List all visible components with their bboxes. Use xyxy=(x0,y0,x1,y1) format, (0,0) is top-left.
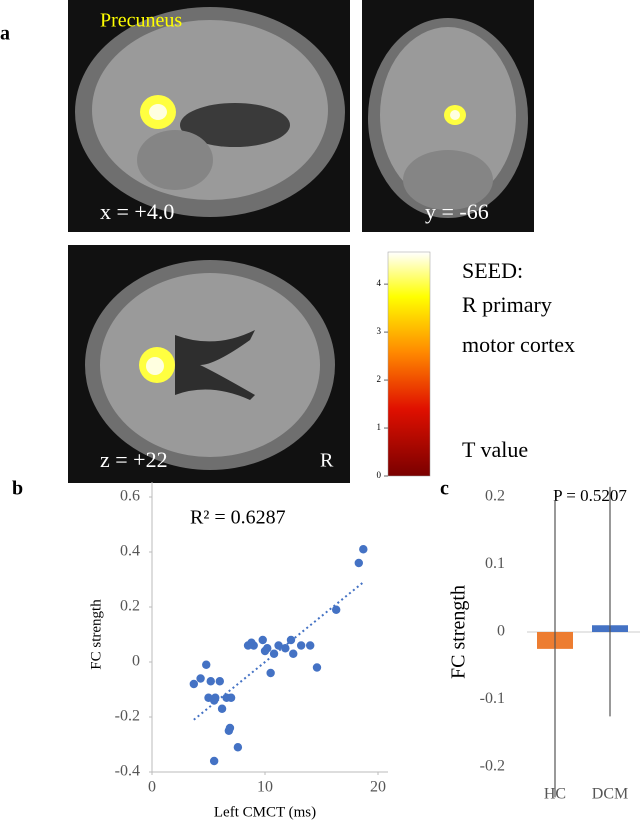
point xyxy=(274,641,283,650)
y-tick-label: 0 xyxy=(497,623,505,640)
point xyxy=(206,677,215,686)
point xyxy=(249,641,258,650)
point xyxy=(189,679,199,689)
y-tick-label: -0.4 xyxy=(115,763,140,780)
point xyxy=(269,649,279,658)
point xyxy=(233,743,243,752)
y-tick-label: 0.2 xyxy=(120,598,140,615)
colorbar-title: T value xyxy=(462,437,528,462)
point xyxy=(211,693,220,702)
coronal-image xyxy=(362,0,534,232)
x-tick-label: 0 xyxy=(148,779,156,796)
point xyxy=(202,660,211,669)
point xyxy=(312,663,322,672)
point xyxy=(209,756,219,766)
coord-label: y = -66 xyxy=(425,199,489,224)
x-tick-label: DCM xyxy=(592,786,628,803)
axial-image xyxy=(68,245,350,483)
y-tick-label: -0.2 xyxy=(115,708,140,725)
y-axis-label: FC strength xyxy=(448,585,470,679)
point xyxy=(331,605,341,614)
coord-label: z = +22 xyxy=(100,447,168,472)
colorbar-tick-label: 1 xyxy=(377,422,382,432)
point xyxy=(286,635,296,645)
point xyxy=(196,674,205,683)
point xyxy=(258,635,267,645)
sagittal-image xyxy=(68,0,350,232)
colorbar xyxy=(387,251,431,477)
point xyxy=(281,644,290,653)
panel-label: b xyxy=(12,478,23,500)
region-label: Precuneus xyxy=(100,10,182,32)
x-tick-label: HC xyxy=(544,786,566,803)
y-tick-label: 0.2 xyxy=(485,488,505,505)
point xyxy=(289,649,298,658)
point xyxy=(266,668,275,678)
point xyxy=(215,677,224,686)
annotation: P = 0.5207 xyxy=(553,486,627,505)
x-tick-label: 10 xyxy=(257,779,273,796)
y-tick-label: 0.4 xyxy=(120,543,140,560)
x-tick-label: 20 xyxy=(370,779,386,796)
y-tick-label: 0.6 xyxy=(120,488,140,505)
y-tick-label: 0 xyxy=(132,653,140,670)
colorbar-tick-label: 0 xyxy=(377,470,382,480)
y-tick-label: -0.1 xyxy=(480,690,505,707)
colorbar-tick-label: 2 xyxy=(377,374,382,384)
point xyxy=(226,693,236,702)
point xyxy=(354,558,363,568)
x-axis-label: Left CMCT (ms) xyxy=(214,804,316,820)
colorbar-tick-label: 4 xyxy=(377,278,382,288)
point xyxy=(296,641,306,650)
side-label: R xyxy=(557,15,571,37)
point xyxy=(306,641,315,650)
point xyxy=(217,704,227,713)
seed-text: motor cortex xyxy=(462,332,575,357)
y-tick-label: 0.1 xyxy=(485,555,505,572)
panel-label: a xyxy=(0,23,10,45)
point xyxy=(225,723,235,733)
y-axis-label: FC strength xyxy=(88,599,104,670)
annotation: R² = 0.6287 xyxy=(190,507,286,529)
coord-label: x = +4.0 xyxy=(100,199,174,224)
panel-label: c xyxy=(440,478,449,500)
seed-text: R primary xyxy=(462,292,552,317)
point xyxy=(263,644,272,653)
colorbar-tick-label: 3 xyxy=(377,326,382,336)
y-tick-label: -0.2 xyxy=(480,758,505,775)
seed-text: SEED: xyxy=(462,258,523,283)
trendline xyxy=(193,581,364,721)
point xyxy=(359,545,368,554)
side-label: R xyxy=(320,450,334,472)
